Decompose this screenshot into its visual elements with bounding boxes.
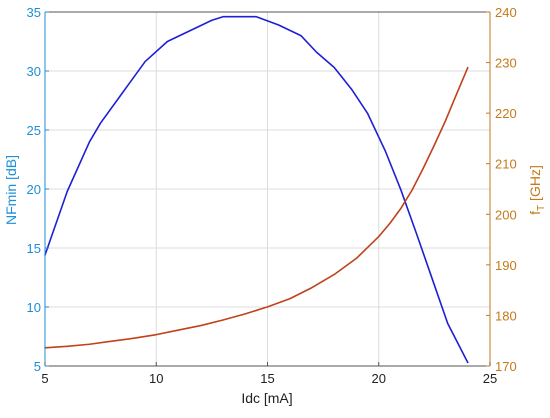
ft-series-line [45, 68, 468, 348]
x-axis-label: Idc [mA] [241, 390, 292, 406]
y-right-tick-label: 220 [495, 106, 517, 121]
y-right-tick-label: 230 [495, 56, 517, 71]
grid [45, 12, 490, 366]
y-axis-right-label: fT [GHz] [527, 165, 547, 215]
x-tick-label: 5 [41, 371, 48, 386]
y-axis-right-label-unit: [GHz] [527, 165, 543, 205]
y-left-tick-label: 20 [27, 182, 41, 197]
y-right-tick-label: 240 [495, 5, 517, 20]
y-left-tick-label: 30 [27, 64, 41, 79]
y-right-tick-label: 190 [495, 258, 517, 273]
y-right-tick-label: 210 [495, 157, 517, 172]
y-left-tick-label: 35 [27, 5, 41, 20]
x-tick-label: 20 [372, 371, 386, 386]
series-group [45, 17, 468, 363]
y-left-tick-label: 25 [27, 123, 41, 138]
y-axis-left-label: NFmin [dB] [3, 155, 19, 225]
y-right-tick-label: 200 [495, 207, 517, 222]
y-left-tick-label: 15 [27, 241, 41, 256]
y-left-tick-label: 10 [27, 300, 41, 315]
x-tick-label: 10 [149, 371, 163, 386]
y-right-tick-label: 180 [495, 308, 517, 323]
y-right-tick-label: 170 [495, 359, 517, 374]
x-tick-label: 15 [260, 371, 274, 386]
y-left-tick-label: 5 [34, 359, 41, 374]
